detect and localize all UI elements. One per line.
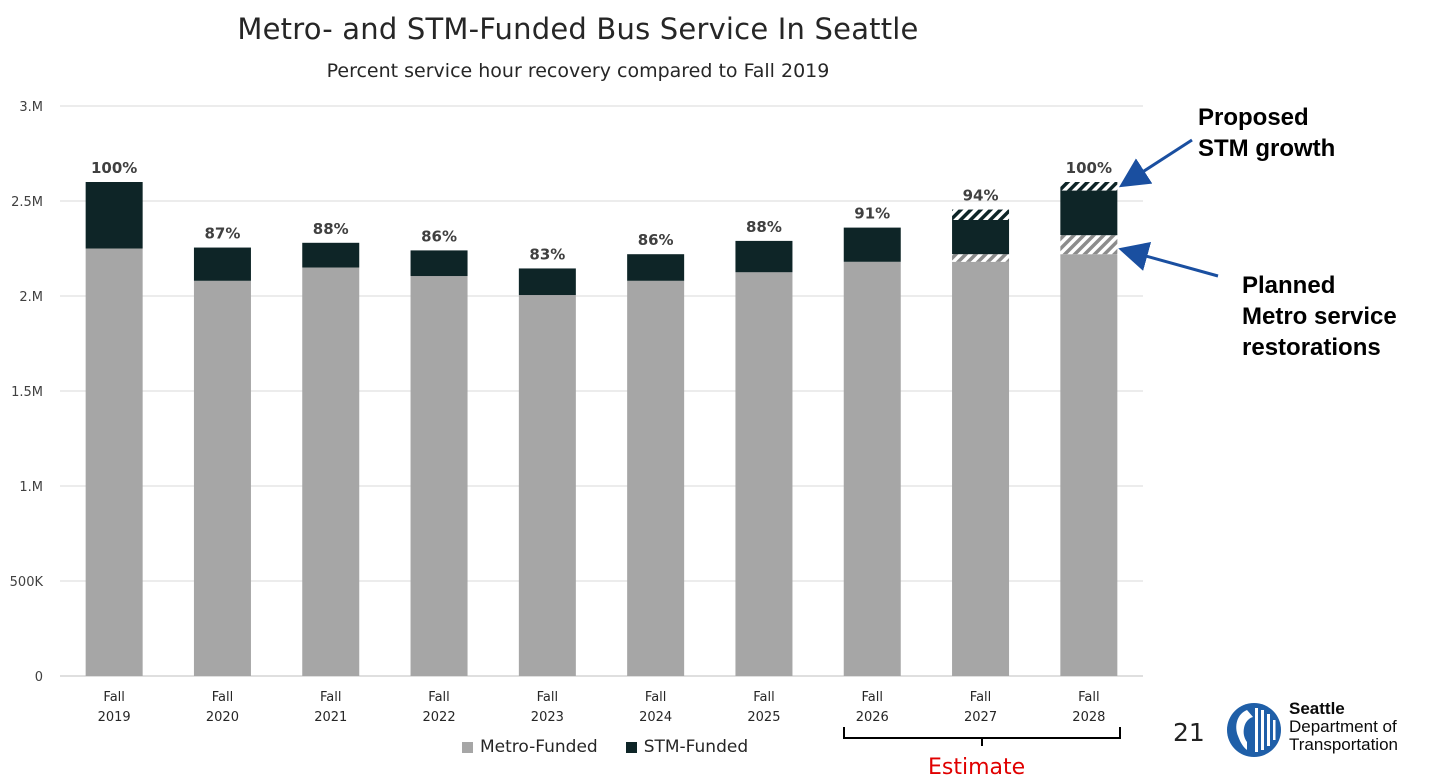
bar-metro-funded bbox=[518, 295, 576, 676]
bar-metro-funded bbox=[1060, 254, 1118, 676]
callout-line: restorations bbox=[1242, 334, 1381, 361]
x-tick-label: Fall bbox=[862, 690, 883, 705]
x-tick-label: 2027 bbox=[964, 710, 997, 725]
bar-stm-funded bbox=[193, 247, 251, 281]
x-tick-label: Fall bbox=[645, 690, 666, 705]
data-label: 100% bbox=[91, 159, 137, 177]
page-number: 21 bbox=[1173, 718, 1205, 747]
x-tick-label: 2019 bbox=[98, 710, 131, 725]
bar-stm-funded bbox=[627, 254, 685, 281]
data-label: 100% bbox=[1066, 159, 1112, 177]
chart-subtitle: Percent service hour recovery compared t… bbox=[326, 60, 830, 82]
data-label: 86% bbox=[421, 227, 457, 245]
y-tick-label: 2.5M bbox=[11, 195, 43, 210]
bar-metro-funded bbox=[627, 280, 685, 676]
bar-metro-funded bbox=[193, 280, 251, 676]
data-label: 88% bbox=[313, 220, 349, 238]
x-tick-label: Fall bbox=[212, 690, 233, 705]
bar-stm-funded bbox=[843, 227, 901, 262]
bar-stm-funded bbox=[302, 242, 360, 268]
x-tick-label: 2023 bbox=[531, 710, 564, 725]
legend-label-stm: STM-Funded bbox=[643, 737, 749, 757]
data-label: 86% bbox=[638, 231, 674, 249]
bar-metro-funded bbox=[952, 261, 1010, 676]
callout-line: Metro service bbox=[1242, 303, 1397, 330]
x-tick-label: Fall bbox=[537, 690, 558, 705]
bar-metro-funded bbox=[843, 261, 901, 676]
callout-line: Proposed bbox=[1198, 104, 1309, 131]
bar-stm-growth bbox=[1060, 182, 1118, 191]
bar-metro-funded bbox=[410, 276, 468, 676]
x-tick-label: 2026 bbox=[856, 710, 889, 725]
bar-stm-funded bbox=[1060, 190, 1118, 236]
data-label: 88% bbox=[746, 218, 782, 236]
metro-restoration-arrow bbox=[1118, 241, 1219, 278]
bar-metro-restoration bbox=[1060, 235, 1118, 255]
legend-swatch-stm bbox=[625, 741, 637, 753]
sdot-logo: Seattle Department of Transportation bbox=[1225, 700, 1439, 764]
bar-stm-funded bbox=[952, 220, 1010, 255]
callout-line: Planned bbox=[1242, 272, 1336, 299]
chart-title: Metro- and STM-Funded Bus Service In Sea… bbox=[237, 12, 919, 46]
y-tick-label: 1.M bbox=[19, 480, 43, 495]
x-tick-label: Fall bbox=[103, 690, 124, 705]
bar-stm-funded bbox=[410, 250, 468, 277]
data-label: 83% bbox=[529, 245, 565, 263]
x-tick-label: 2024 bbox=[639, 710, 672, 725]
legend-item-stm: STM-Funded bbox=[625, 737, 749, 757]
y-tick-label: 1.5M bbox=[11, 385, 43, 400]
x-tick-label: 2025 bbox=[747, 710, 780, 725]
stm-growth-callout: Proposed STM growth bbox=[1198, 102, 1335, 164]
x-tick-label: 2028 bbox=[1072, 710, 1105, 725]
x-tick-label: Fall bbox=[1078, 690, 1099, 705]
y-tick-label: 2.M bbox=[19, 290, 43, 305]
chart-legend: Metro-Funded STM-Funded bbox=[462, 737, 748, 757]
logo-line-1: Seattle bbox=[1289, 699, 1345, 718]
bar-stm-funded bbox=[85, 182, 143, 249]
y-tick-label: 500K bbox=[10, 575, 44, 590]
estimate-label: Estimate bbox=[928, 755, 1026, 780]
bar-stm-funded bbox=[735, 240, 793, 273]
bar-metro-funded bbox=[85, 248, 143, 676]
x-tick-label: Fall bbox=[753, 690, 774, 705]
seattle-logo-icon bbox=[1227, 703, 1281, 757]
logo-line-2: Department of bbox=[1289, 717, 1397, 736]
bar-metro-restoration bbox=[952, 254, 1010, 262]
data-label: 87% bbox=[204, 225, 240, 243]
x-tick-label: 2022 bbox=[423, 710, 456, 725]
legend-item-metro: Metro-Funded bbox=[462, 737, 598, 757]
stm-growth-arrow bbox=[1118, 138, 1193, 188]
bar-metro-funded bbox=[735, 272, 793, 676]
y-tick-label: 0 bbox=[35, 670, 43, 685]
x-tick-label: 2020 bbox=[206, 710, 239, 725]
x-tick-label: Fall bbox=[970, 690, 991, 705]
x-tick-label: 2021 bbox=[314, 710, 347, 725]
bar-stm-funded bbox=[518, 268, 576, 296]
data-label: 91% bbox=[854, 205, 890, 223]
callout-line: STM growth bbox=[1198, 135, 1336, 162]
legend-label-metro: Metro-Funded bbox=[480, 737, 598, 757]
x-tick-label: Fall bbox=[428, 690, 449, 705]
legend-swatch-metro bbox=[462, 741, 473, 753]
logo-line-3: Transportation bbox=[1289, 735, 1398, 754]
estimate-bracket bbox=[843, 727, 1121, 746]
data-label: 94% bbox=[963, 187, 999, 205]
x-tick-label: Fall bbox=[320, 690, 341, 705]
bar-stm-growth bbox=[952, 209, 1010, 220]
bar-metro-funded bbox=[302, 267, 360, 676]
y-tick-label: 3.M bbox=[19, 100, 43, 115]
metro-restorations-callout: Planned Metro service restorations bbox=[1242, 270, 1397, 363]
